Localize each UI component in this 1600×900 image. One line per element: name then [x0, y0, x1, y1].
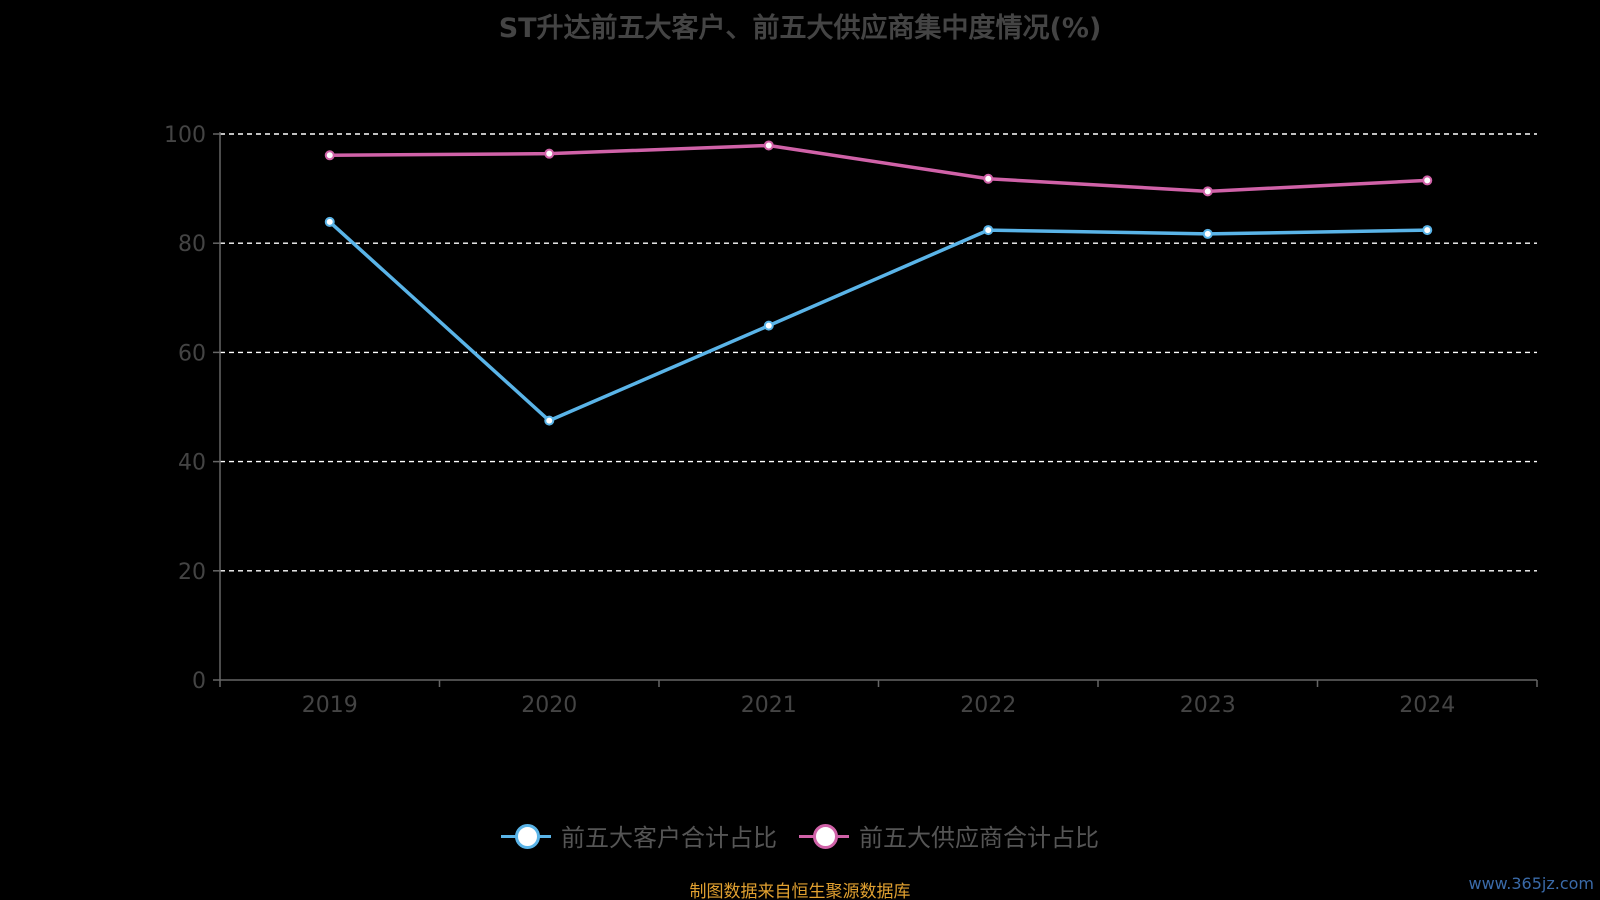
source-note: 制图数据来自恒生聚源数据库	[689, 882, 911, 900]
legend-item-suppliers[interactable]: 前五大供应商合计占比	[799, 818, 1099, 853]
watermark: www.365jz.com	[1468, 874, 1594, 893]
series-line-0	[328, 220, 1428, 423]
data-point	[763, 320, 774, 331]
legend-item-customers[interactable]: 前五大客户合计占比	[501, 818, 777, 853]
y-tick-label: 100	[164, 123, 206, 148]
x-tick-label: 2021	[741, 693, 797, 718]
x-tick-label: 2023	[1180, 693, 1236, 718]
legend: 前五大客户合计占比 前五大供应商合计占比	[0, 818, 1600, 853]
y-tick-label: 40	[178, 451, 206, 476]
data-point	[544, 148, 555, 159]
chart-title: ST升达前五大客户、前五大供应商集中度情况(%)	[498, 13, 1102, 44]
y-tick-label: 20	[178, 560, 206, 585]
data-point	[763, 140, 774, 151]
legend-customers-label: 前五大客户合计占比	[561, 824, 777, 852]
data-point	[1202, 228, 1213, 239]
series-line-1	[329, 143, 1428, 194]
data-point	[1202, 186, 1213, 197]
legend-suppliers-marker-icon	[799, 823, 849, 849]
data-point	[1422, 225, 1433, 236]
x-tick-label: 2020	[521, 693, 577, 718]
y-tick-label: 0	[192, 669, 206, 694]
data-point	[544, 415, 555, 426]
data-point	[983, 173, 994, 184]
data-point	[983, 225, 994, 236]
legend-suppliers-label: 前五大供应商合计占比	[859, 824, 1099, 852]
legend-customers-marker-icon	[501, 823, 551, 849]
data-point	[324, 216, 335, 227]
y-tick-label: 60	[178, 341, 206, 366]
y-tick-label: 80	[178, 232, 206, 257]
x-tick-label: 2024	[1399, 693, 1455, 718]
data-point	[1422, 175, 1433, 186]
x-tick-label: 2022	[960, 693, 1016, 718]
x-tick-label: 2019	[302, 693, 358, 718]
data-point	[324, 150, 335, 161]
